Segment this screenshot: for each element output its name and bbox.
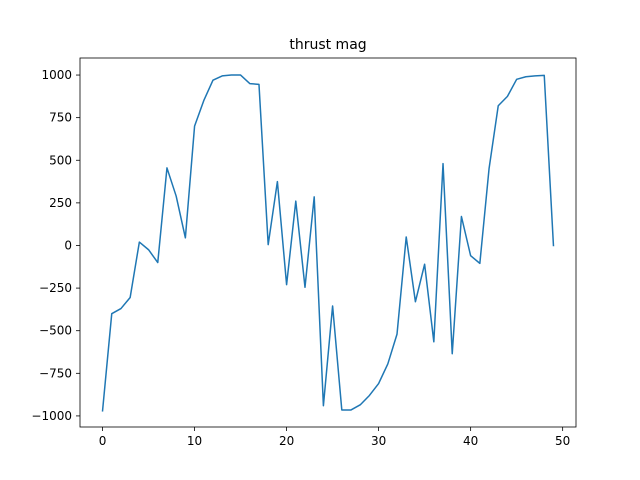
y-tick-label: 750: [49, 111, 72, 125]
x-tick-label: 20: [279, 434, 294, 448]
y-tick-label: −500: [39, 324, 72, 338]
y-tick-label: 0: [64, 238, 72, 252]
x-tick-label: 50: [555, 434, 570, 448]
y-tick-label: 250: [49, 196, 72, 210]
x-tick-label: 0: [99, 434, 107, 448]
x-tick-label: 10: [187, 434, 202, 448]
y-tick-label: −1000: [31, 409, 72, 423]
y-tick-label: 500: [49, 153, 72, 167]
y-tick-label: −750: [39, 366, 72, 380]
x-tick-label: 40: [463, 434, 478, 448]
series-line: [101, 74, 555, 412]
y-tick-label: −250: [39, 281, 72, 295]
axes-frame: [79, 57, 577, 428]
chart-title: thrust mag: [289, 37, 366, 53]
y-tick-label: 1000: [41, 68, 72, 82]
x-tick-label: 30: [371, 434, 386, 448]
plot-area: 0 10 20 30 40 50 −1000 −750 −500 −250 0 250 500 750 10…: [31, 57, 577, 448]
